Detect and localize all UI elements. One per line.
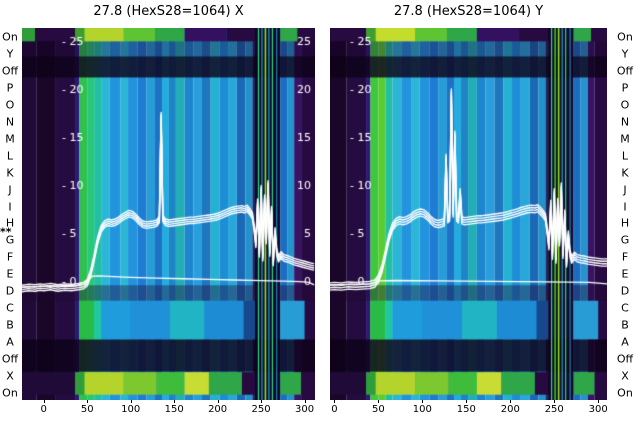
x-tick-label: 300 [295,404,315,415]
row-label-f-13: F [621,250,629,264]
row-label-off-2: Off [1,64,19,78]
row-label-m-6: M [620,132,630,146]
row-label-l-7: L [6,149,14,163]
x-tick-mark [598,400,600,403]
row-label-o-4: O [620,98,630,112]
row-label-x-20: X [6,369,14,383]
x-tick-mark [510,400,512,403]
x-tick-mark [466,400,468,403]
row-label-f-13: F [6,250,14,264]
x-tick-label: 300 [588,404,608,415]
g-row-marker: ** [0,225,12,239]
row-label-b-17: B [6,318,14,332]
row-label-a-18: A [6,335,14,349]
row-label-d-15: D [620,284,630,298]
row-label-e-14: E [621,267,629,281]
row-label-y-1: Y [6,47,14,61]
x-tick-mark [261,400,263,403]
row-label-on-0: On [2,30,18,44]
row-label-j-9: J [8,183,12,197]
x-tick-label: 250 [251,404,271,415]
row-label-off-19: Off [1,352,19,366]
x-tick-mark [422,400,424,403]
row-label-c-16: C [621,301,629,315]
right-panel-title: 27.8 (HexS28=1064) Y [393,4,544,19]
row-label-i-10: I [623,200,627,214]
x-tick-mark [130,400,132,403]
x-tick-mark [217,400,219,403]
x-tick-mark [304,400,306,403]
row-label-p-3: P [6,81,14,95]
x-tick-label: 150 [164,404,184,415]
heatmap-plot-x [22,28,315,400]
row-label-e-14: E [6,267,14,281]
x-tick-mark [174,400,176,403]
row-label-n-5: N [5,115,15,129]
row-label-c-16: C [6,301,14,315]
row-labels-left: On Y Off P O N M L K J I H G F E D C B A Off X On [0,0,20,440]
x-tick-mark [334,400,336,403]
row-label-n-5: N [620,115,630,129]
row-label-i-10: I [8,200,12,214]
x-tick-label: 0 [40,404,47,415]
row-label-g-12: G [620,233,630,247]
row-label-x-20: X [621,369,629,383]
x-tick-label: 50 [371,404,385,415]
x-tick-mark [378,400,380,403]
row-label-l-7: L [621,149,629,163]
x-tick-mark [554,400,556,403]
x-tick-label: 50 [80,404,94,415]
row-label-m-6: M [5,132,15,146]
row-label-j-9: J [623,183,627,197]
row-label-h-11: H [5,216,15,230]
row-label-d-15: D [5,284,15,298]
x-tick-label: 200 [208,404,228,415]
row-label-b-17: B [621,318,629,332]
row-label-p-3: P [621,81,629,95]
row-label-on-21: On [2,386,18,400]
x-tick-label: 150 [456,404,476,415]
x-tick-label: 100 [121,404,141,415]
row-label-o-4: O [5,98,15,112]
x-tick-label: 0 [331,404,338,415]
row-label-on-21: On [617,386,633,400]
row-label-off-2: Off [616,64,634,78]
heatmap-plot-y [330,28,607,400]
row-labels-right: On Y Off P O N M L K J I H G F E D C B A Off X On [610,0,640,440]
x-tick-label: 250 [544,404,564,415]
x-tick-label: 200 [500,404,520,415]
left-panel-title: 27.8 (HexS28=1064) X [93,4,244,19]
row-label-k-8: K [621,166,629,180]
row-label-a-18: A [621,335,629,349]
row-label-off-19: Off [616,352,634,366]
x-tick-mark [87,400,89,403]
row-label-k-8: K [6,166,14,180]
row-label-h-11: H [620,216,630,230]
x-tick-label: 100 [412,404,432,415]
x-tick-mark [43,400,45,403]
row-label-g-12: G [5,233,15,247]
row-label-on-0: On [617,30,633,44]
row-label-y-1: Y [621,47,629,61]
